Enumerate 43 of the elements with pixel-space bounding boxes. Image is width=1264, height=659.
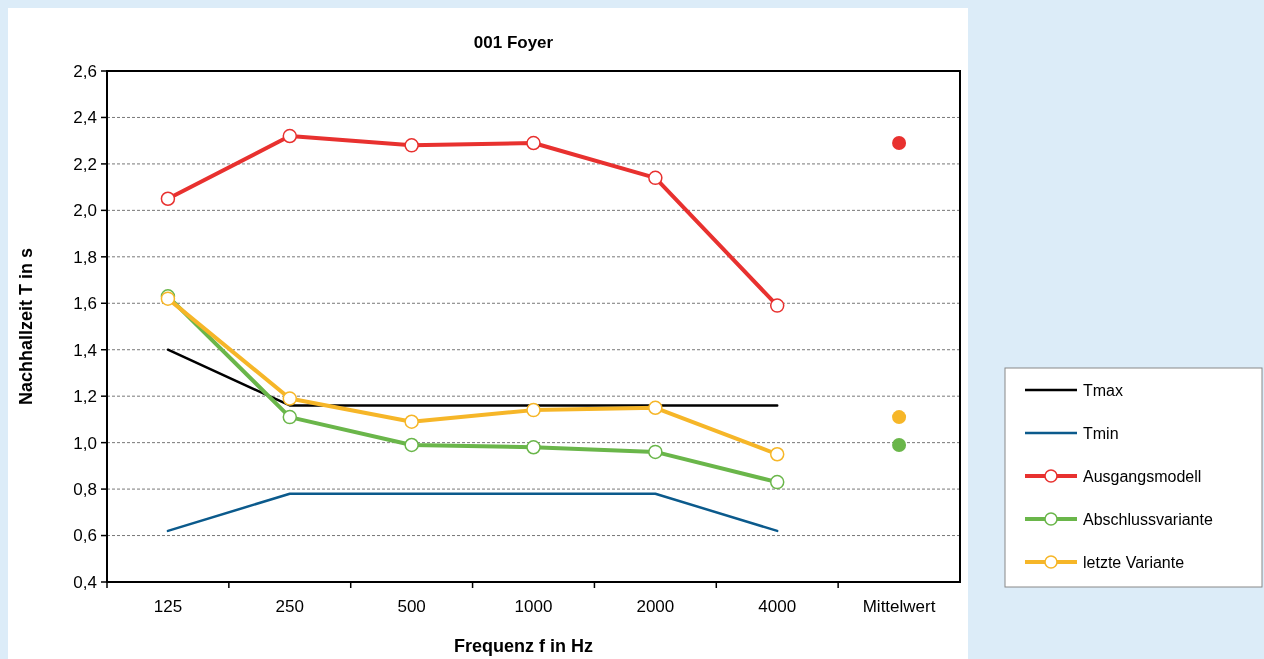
y-tick-label: 0,8 <box>73 480 97 500</box>
chart-title: 001 Foyer <box>473 33 554 52</box>
point <box>526 135 541 151</box>
y-tick-label: 1,4 <box>73 340 97 360</box>
x-tick-label: 125 <box>153 597 183 616</box>
y-tick-label: 2,2 <box>73 154 97 174</box>
x-tick-label: 4000 <box>758 597 797 616</box>
y-axis-title: Nachhallzeit T in s <box>16 247 36 406</box>
point <box>404 138 419 153</box>
x-tick-label: Mittelwert <box>862 597 936 616</box>
point <box>648 170 663 186</box>
legend-label: Tmax <box>1083 381 1123 399</box>
point <box>648 400 663 416</box>
y-tick-label: 1,2 <box>73 387 97 407</box>
legend-label: Tmin <box>1083 424 1119 442</box>
point <box>282 409 298 425</box>
point <box>282 391 298 406</box>
x-tick-label: 250 <box>275 597 304 616</box>
point <box>526 440 541 455</box>
legend-label: Ausgangsmodell <box>1083 467 1202 485</box>
y-tick-label: 2,4 <box>73 108 97 128</box>
point <box>404 414 419 429</box>
y-tick-label: 2,6 <box>73 61 97 81</box>
legend-label: letzte Variante <box>1083 553 1185 571</box>
y-tick-label: 1,8 <box>73 247 97 267</box>
y-tick-label: 0,6 <box>73 526 97 546</box>
point <box>404 437 419 453</box>
point <box>526 402 541 418</box>
x-tick-label: 2000 <box>636 597 675 616</box>
x-axis-title: Frequenz f in Hz <box>454 636 593 656</box>
x-tick-label: 500 <box>397 597 426 616</box>
y-tick-label: 1,6 <box>73 294 97 314</box>
point <box>769 447 785 462</box>
point <box>769 298 785 313</box>
x-tick-label: 1000 <box>514 597 553 616</box>
y-tick-label: 1,0 <box>73 433 97 453</box>
legend-label: Abschlussvariante <box>1083 510 1213 528</box>
point <box>160 191 176 206</box>
point <box>282 128 298 144</box>
point <box>769 474 785 490</box>
y-tick-label: 2,0 <box>73 201 97 221</box>
point <box>648 444 663 460</box>
y-tick-label: 0,4 <box>73 572 97 592</box>
